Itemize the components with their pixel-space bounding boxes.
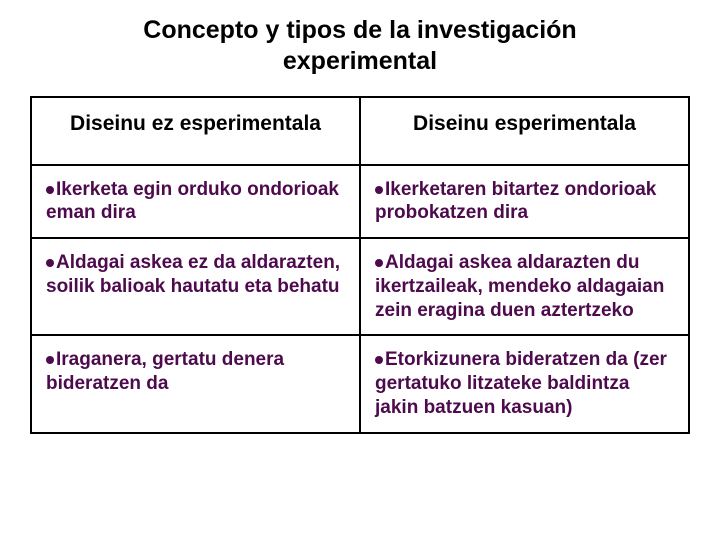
- bullet-icon: [375, 186, 383, 194]
- cell-right: Aldagai askea aldarazten du ikertzaileak…: [360, 238, 689, 335]
- comparison-table: Diseinu ez esperimentala Diseinu esperim…: [30, 96, 690, 434]
- cell-text: Aldagai askea aldarazten du ikertzaileak…: [375, 252, 664, 321]
- bullet-icon: [46, 186, 54, 194]
- bullet-icon: [46, 259, 54, 267]
- header-left: Diseinu ez esperimentala: [31, 97, 360, 165]
- slide-title: Concepto y tipos de la investigación exp…: [30, 15, 690, 78]
- table-row: Iraganera, gertatu denera bideratzen da …: [31, 335, 689, 432]
- cell-left: Iraganera, gertatu denera bideratzen da: [31, 335, 360, 432]
- bullet-icon: [375, 356, 383, 364]
- cell-text: Etorkizunera bideratzen da (zer gertatuk…: [375, 349, 667, 418]
- cell-text: Ikerketa egin orduko ondorioak eman dira: [46, 179, 339, 224]
- cell-text: Iraganera, gertatu denera bideratzen da: [46, 349, 284, 394]
- cell-left: Ikerketa egin orduko ondorioak eman dira: [31, 165, 360, 239]
- table-row: Aldagai askea ez da aldarazten, soilik b…: [31, 238, 689, 335]
- header-right: Diseinu esperimentala: [360, 97, 689, 165]
- cell-left: Aldagai askea ez da aldarazten, soilik b…: [31, 238, 360, 335]
- cell-text: Ikerketaren bitartez ondorioak probokatz…: [375, 179, 656, 224]
- cell-right: Ikerketaren bitartez ondorioak probokatz…: [360, 165, 689, 239]
- table-header-row: Diseinu ez esperimentala Diseinu esperim…: [31, 97, 689, 165]
- bullet-icon: [46, 356, 54, 364]
- cell-right: Etorkizunera bideratzen da (zer gertatuk…: [360, 335, 689, 432]
- bullet-icon: [375, 259, 383, 267]
- table-row: Ikerketa egin orduko ondorioak eman dira…: [31, 165, 689, 239]
- cell-text: Aldagai askea ez da aldarazten, soilik b…: [46, 252, 340, 297]
